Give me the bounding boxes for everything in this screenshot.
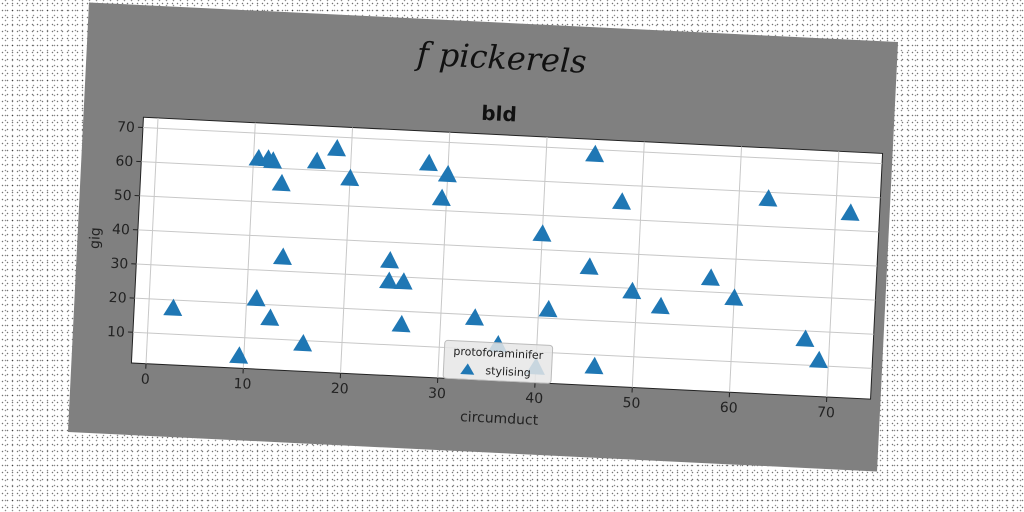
data-point-triangle	[585, 144, 605, 163]
data-point-triangle	[393, 272, 413, 290]
y-tick-label: 50	[113, 188, 132, 205]
data-point-triangle	[808, 350, 828, 369]
y-tick-label: 40	[112, 222, 131, 239]
figure: f pickerels bld 0 10 20 30 40 50 60 70 10 20 30 40 5…	[67, 2, 899, 472]
x-tick-label: 50	[622, 395, 641, 412]
data-point-triangle	[650, 296, 670, 315]
x-axis-label: circumduct	[460, 409, 539, 429]
x-tick-label: 60	[719, 400, 738, 417]
figure-title: f pickerels	[414, 34, 588, 80]
data-point-triangle	[437, 164, 457, 183]
data-point-triangle	[380, 251, 400, 269]
data-point-triangle	[272, 247, 292, 265]
data-point-triangle	[340, 168, 360, 187]
data-point-triangle	[260, 308, 280, 326]
data-point-triangle	[584, 356, 604, 375]
data-point-triangle	[246, 288, 266, 307]
legend-title: protoforaminifer	[453, 345, 544, 362]
x-tick-label: 30	[428, 386, 447, 403]
x-tick-label: 40	[525, 390, 544, 407]
data-point-triangle	[306, 151, 326, 170]
data-points	[163, 138, 860, 375]
data-point-triangle	[263, 151, 283, 169]
data-point-triangle	[163, 298, 183, 317]
data-point-triangle	[271, 173, 291, 192]
data-point-triangle	[758, 189, 778, 207]
data-point-triangle	[532, 224, 552, 242]
data-point-triangle	[538, 299, 558, 318]
y-tick-label: 20	[108, 290, 127, 307]
y-gridline	[142, 127, 883, 165]
y-tick-label: 60	[115, 153, 134, 170]
x-tick-label: 0	[140, 371, 150, 387]
x-tick-label: 20	[330, 381, 349, 398]
grid	[132, 117, 883, 398]
data-point-triangle	[293, 334, 313, 352]
x-tick-label: 10	[233, 376, 252, 393]
data-point-triangle	[579, 257, 599, 275]
legend: protoforaminifer stylising	[442, 339, 554, 384]
data-point-triangle	[724, 288, 744, 306]
y-tick-label: 30	[110, 256, 129, 273]
x-gridline	[631, 141, 645, 388]
data-point-triangle	[464, 308, 484, 326]
x-gridline	[826, 151, 840, 398]
data-point-triangle	[391, 314, 411, 333]
data-point-triangle	[229, 346, 249, 364]
data-point-triangle	[622, 281, 642, 300]
y-gridline	[139, 195, 879, 233]
data-point-triangle	[840, 203, 860, 221]
data-point-triangle	[327, 138, 347, 157]
y-gridline	[137, 229, 878, 267]
y-axis-label: gig	[87, 227, 104, 249]
y-gridline	[136, 263, 876, 301]
x-gridline	[534, 136, 548, 383]
data-point-triangle	[612, 192, 631, 210]
data-point-triangle	[418, 153, 438, 172]
x-gridline	[729, 146, 743, 393]
x-tick-label: 70	[817, 405, 836, 422]
x-gridline	[145, 117, 159, 364]
legend-marker	[460, 363, 475, 375]
legend-label: stylising	[485, 364, 531, 379]
y-tick-label: 10	[107, 324, 126, 341]
ticks: 0 10 20 30 40 50 60 70 10 20 30 40 50 60 70	[107, 119, 836, 422]
x-gridline	[340, 127, 354, 374]
data-point-triangle	[795, 329, 815, 347]
chart-title: bld	[481, 101, 518, 127]
data-point-triangle	[700, 268, 720, 286]
scatter-chart: f pickerels bld 0 10 20 30 40 50 60 70 10 20 30 40 5…	[87, 34, 884, 429]
data-point-triangle	[431, 188, 451, 207]
data-point-triangle	[379, 271, 399, 289]
y-tick-label: 70	[117, 119, 136, 136]
